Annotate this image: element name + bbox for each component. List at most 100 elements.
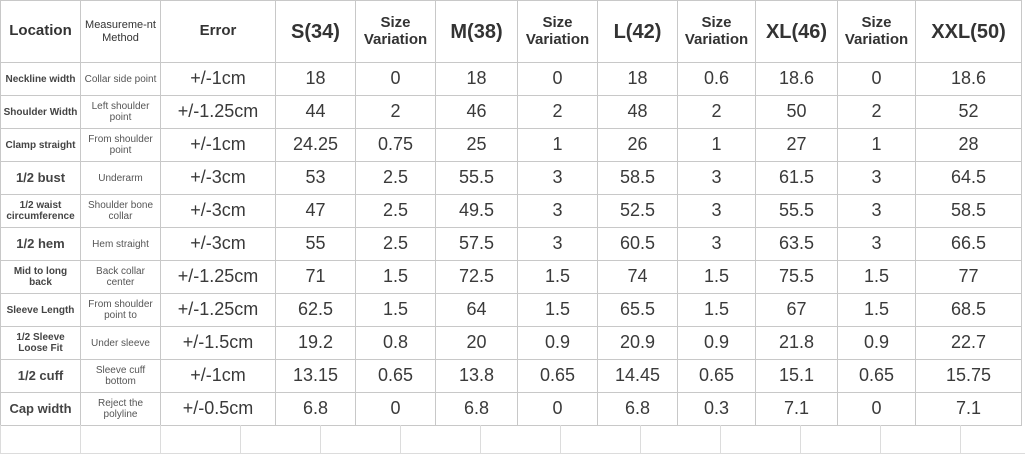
value-cell: 3: [517, 194, 598, 228]
value-cell: 55: [275, 227, 356, 261]
value-cell: 3: [837, 194, 916, 228]
header-cell: Size Variation: [517, 0, 598, 63]
value-cell: +/-3cm: [160, 161, 276, 195]
value-cell: 0: [837, 392, 916, 426]
header-cell: Size Variation: [355, 0, 436, 63]
value-cell: 0.9: [517, 326, 598, 360]
value-cell: +/-3cm: [160, 227, 276, 261]
method-cell: Back collar center: [80, 260, 161, 294]
method-cell: Reject the polyline: [80, 392, 161, 426]
value-cell: 2: [837, 95, 916, 129]
method-cell: Sleeve cuff bottom: [80, 359, 161, 393]
value-cell: 25: [435, 128, 518, 162]
value-cell: 44: [275, 95, 356, 129]
value-cell: 1.5: [837, 260, 916, 294]
location-cell: Sleeve Length: [0, 293, 81, 327]
value-cell: 1.5: [517, 260, 598, 294]
value-cell: 72.5: [435, 260, 518, 294]
value-cell: 55.5: [755, 194, 838, 228]
table-row: Shoulder Width Left shoulder point +/-1.25…: [0, 95, 1022, 129]
method-cell: Shoulder bone collar: [80, 194, 161, 228]
value-cell: 0.65: [677, 359, 756, 393]
value-cell: 0.3: [677, 392, 756, 426]
value-cell: 15.75: [915, 359, 1022, 393]
value-cell: 13.15: [275, 359, 356, 393]
value-cell: 2: [355, 95, 436, 129]
value-cell: 3: [837, 161, 916, 195]
empty-grid: [0, 425, 1025, 454]
value-cell: 28: [915, 128, 1022, 162]
header-cell: M(38): [435, 0, 518, 63]
value-cell: 3: [677, 227, 756, 261]
location-cell: 1/2 Sleeve Loose Fit: [0, 326, 81, 360]
location-cell: Clamp straight: [0, 128, 81, 162]
value-cell: 0: [837, 62, 916, 96]
value-cell: +/-1.5cm: [160, 326, 276, 360]
value-cell: 65.5: [597, 293, 678, 327]
value-cell: 61.5: [755, 161, 838, 195]
value-cell: 14.45: [597, 359, 678, 393]
value-cell: 21.8: [755, 326, 838, 360]
location-cell: Neckline width: [0, 62, 81, 96]
value-cell: 57.5: [435, 227, 518, 261]
location-cell: 1/2 cuff: [0, 359, 81, 393]
value-cell: 22.7: [915, 326, 1022, 360]
value-cell: 75.5: [755, 260, 838, 294]
table-row: Cap width Reject the polyline +/-0.5cm 6.8 0…: [0, 392, 1022, 426]
value-cell: 0.65: [517, 359, 598, 393]
value-cell: 0.75: [355, 128, 436, 162]
method-cell: Underarm: [80, 161, 161, 195]
location-cell: 1/2 waist circumference: [0, 194, 81, 228]
value-cell: +/-1cm: [160, 62, 276, 96]
value-cell: +/-1.25cm: [160, 293, 276, 327]
value-cell: 18.6: [915, 62, 1022, 96]
value-cell: 64: [435, 293, 518, 327]
value-cell: 6.8: [435, 392, 518, 426]
table-row: 1/2 bust Underarm +/-3cm 53 2.5 55.5 3 58.5 3 61.…: [0, 161, 1022, 195]
value-cell: 3: [517, 227, 598, 261]
value-cell: 0: [517, 392, 598, 426]
value-cell: 19.2: [275, 326, 356, 360]
value-cell: 68.5: [915, 293, 1022, 327]
value-cell: 18.6: [755, 62, 838, 96]
value-cell: 1: [837, 128, 916, 162]
value-cell: 20.9: [597, 326, 678, 360]
value-cell: +/-3cm: [160, 194, 276, 228]
table-row: Mid to long back Back collar center +/-1.2…: [0, 260, 1022, 294]
table-row: 1/2 hem Hem straight +/-3cm 55 2.5 57.5 3 60.5 3…: [0, 227, 1022, 261]
value-cell: 1.5: [677, 293, 756, 327]
value-cell: 2.5: [355, 194, 436, 228]
value-cell: +/-1.25cm: [160, 95, 276, 129]
value-cell: 7.1: [915, 392, 1022, 426]
value-cell: 18: [597, 62, 678, 96]
method-cell: Hem straight: [80, 227, 161, 261]
method-cell: Under sleeve: [80, 326, 161, 360]
header-cell: XXL(50): [915, 0, 1022, 63]
header-row: Location Measureme-nt Method Error S(34) Siz…: [0, 0, 1022, 63]
value-cell: 0.6: [677, 62, 756, 96]
value-cell: 55.5: [435, 161, 518, 195]
value-cell: +/-1cm: [160, 359, 276, 393]
value-cell: 3: [677, 194, 756, 228]
value-cell: 20: [435, 326, 518, 360]
header-cell: L(42): [597, 0, 678, 63]
value-cell: 6.8: [597, 392, 678, 426]
value-cell: 47: [275, 194, 356, 228]
location-cell: Cap width: [0, 392, 81, 426]
size-table: Location Measureme-nt Method Error S(34) Siz…: [0, 0, 1022, 426]
value-cell: 0.65: [837, 359, 916, 393]
header-cell: Error: [160, 0, 276, 63]
header-cell: Location: [0, 0, 81, 63]
value-cell: 58.5: [597, 161, 678, 195]
table-header: Location Measureme-nt Method Error S(34) Siz…: [0, 0, 1022, 63]
value-cell: 1: [677, 128, 756, 162]
header-cell: Measureme-nt Method: [80, 0, 161, 63]
value-cell: 15.1: [755, 359, 838, 393]
value-cell: +/-0.5cm: [160, 392, 276, 426]
method-cell: From shoulder point to: [80, 293, 161, 327]
value-cell: +/-1.25cm: [160, 260, 276, 294]
value-cell: 1: [517, 128, 598, 162]
value-cell: 1.5: [355, 293, 436, 327]
table-row: Neckline width Collar side point +/-1cm 18 0…: [0, 62, 1022, 96]
value-cell: 27: [755, 128, 838, 162]
